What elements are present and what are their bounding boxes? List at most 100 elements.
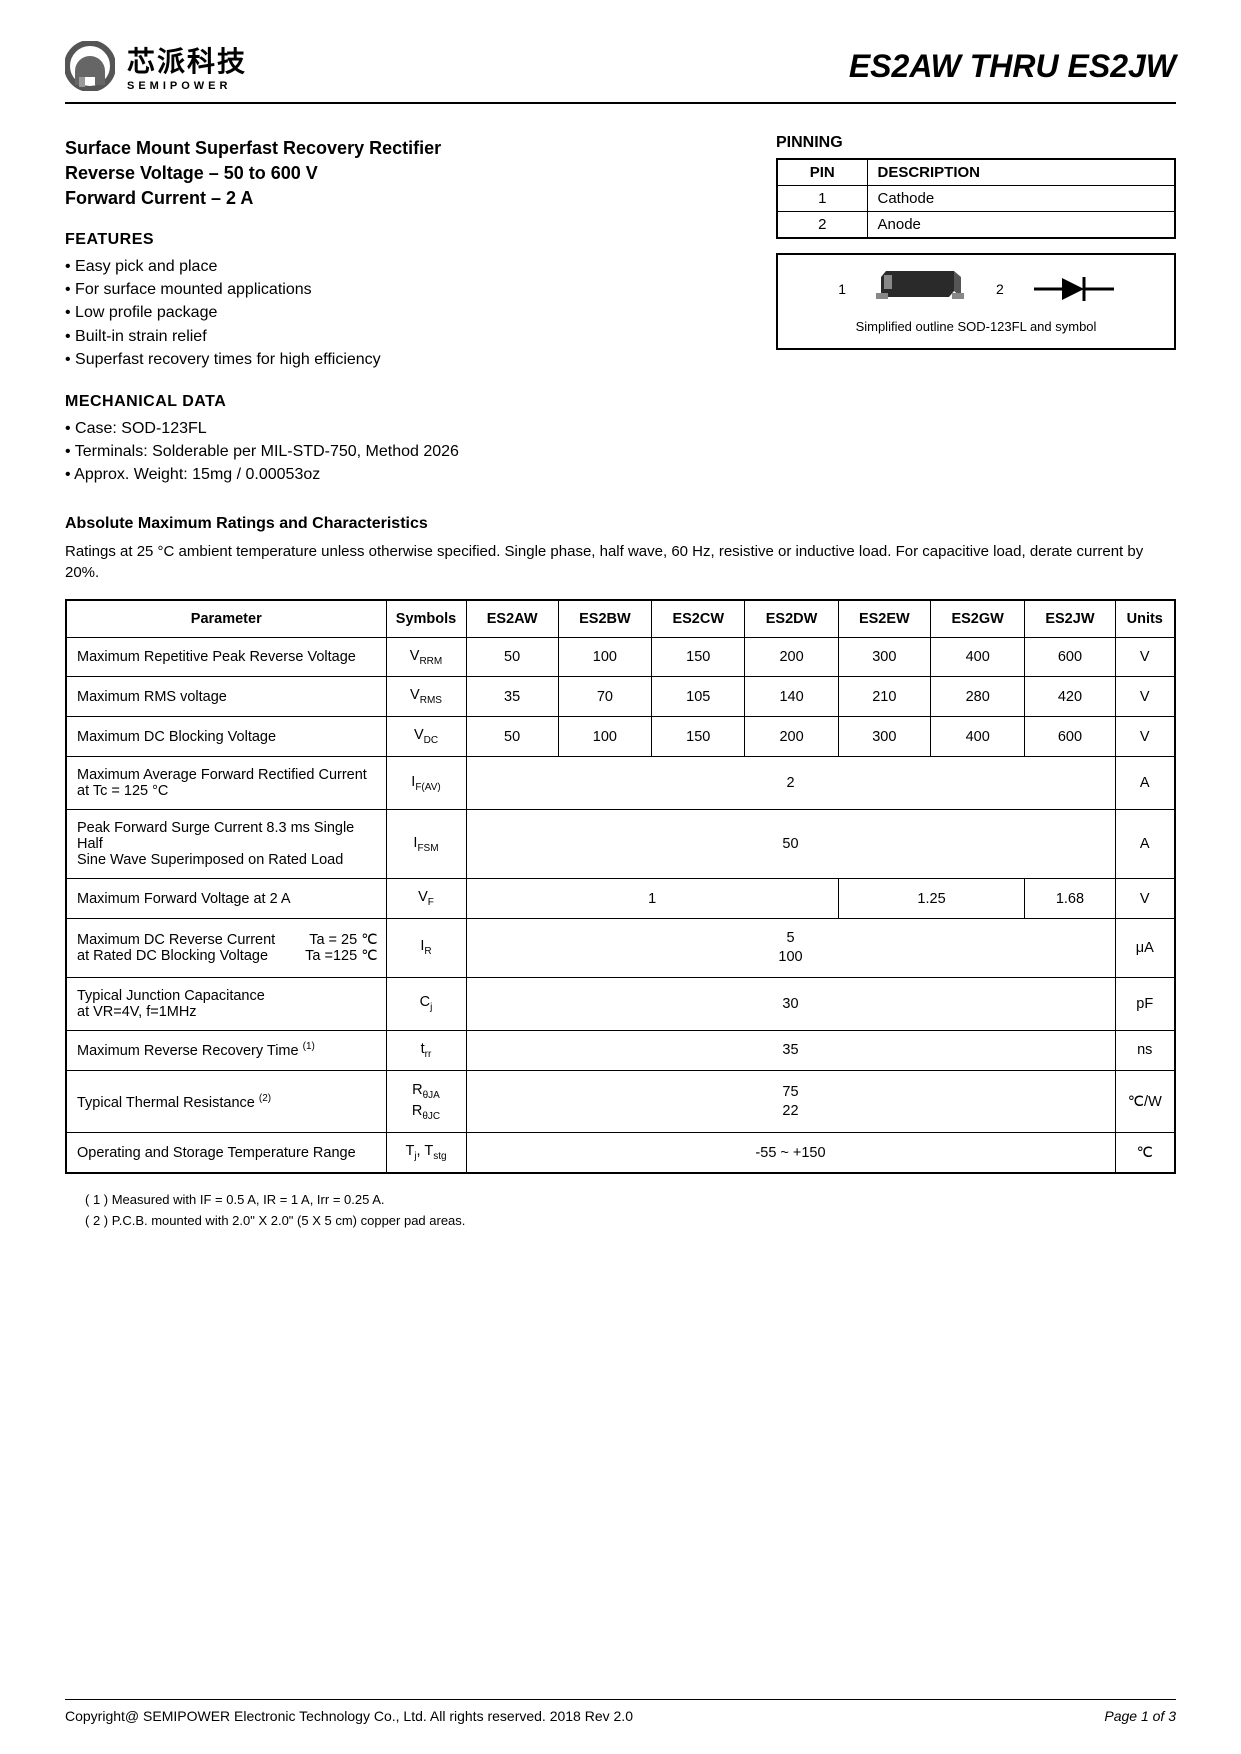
- diode-symbol-icon: [1034, 274, 1114, 304]
- feature-item: Superfast recovery times for high effici…: [65, 348, 736, 371]
- param-cell: Maximum Reverse Recovery Time (1): [66, 1030, 386, 1070]
- right-column: PINNING PIN DESCRIPTION 1 Cathode 2 Anod…: [776, 134, 1176, 487]
- package-diagram-box: 1 2 Simplified outline SOD-123FL and sym…: [776, 253, 1176, 350]
- feature-item: For surface mounted applications: [65, 278, 736, 301]
- unit-cell: V: [1115, 879, 1175, 919]
- pinning-table: PIN DESCRIPTION 1 Cathode 2 Anode: [776, 158, 1176, 239]
- col-symbols: Symbols: [386, 600, 466, 638]
- features-list: Easy pick and place For surface mounted …: [65, 255, 736, 371]
- left-column: Surface Mount Superfast Recovery Rectifi…: [65, 134, 736, 487]
- unit-cell: pF: [1115, 977, 1175, 1030]
- symbol-cell: trr: [386, 1030, 466, 1070]
- feature-item: Low profile package: [65, 301, 736, 324]
- spec-table: Parameter Symbols ES2AW ES2BW ES2CW ES2D…: [65, 599, 1176, 1175]
- table-row: Peak Forward Surge Current 8.3 ms Single…: [66, 810, 1175, 879]
- unit-cell: ℃: [1115, 1133, 1175, 1173]
- page-header: 芯派科技 SEMIPOWER ES2AW THRU ES2JW: [65, 40, 1176, 104]
- logo-text-cn: 芯派科技: [127, 40, 247, 80]
- val-cell: 1.68: [1025, 879, 1115, 919]
- symbol-cell: IFSM: [386, 810, 466, 879]
- val-cell: 1: [466, 879, 838, 919]
- top-content: Surface Mount Superfast Recovery Rectifi…: [65, 134, 1176, 487]
- val-cell: 400: [930, 637, 1024, 677]
- val-cell: 50: [466, 637, 558, 677]
- col-variant: ES2EW: [838, 600, 930, 638]
- table-row: Operating and Storage Temperature Range …: [66, 1133, 1175, 1173]
- table-row: Maximum Average Forward Rectified Curren…: [66, 757, 1175, 810]
- param-cell: Maximum Average Forward Rectified Curren…: [66, 757, 386, 810]
- val-cell: 600: [1025, 717, 1115, 757]
- unit-cell: V: [1115, 637, 1175, 677]
- unit-cell: A: [1115, 757, 1175, 810]
- footnotes: ( 1 ) Measured with IF = 0.5 A, IR = 1 A…: [65, 1190, 1176, 1232]
- val-cell: 100: [558, 717, 651, 757]
- part-number-title: ES2AW THRU ES2JW: [849, 48, 1176, 85]
- col-units: Units: [1115, 600, 1175, 638]
- desc-header: DESCRIPTION: [867, 159, 1175, 186]
- symbol-cell: Tj, Tstg: [386, 1133, 466, 1173]
- package-icon: [876, 269, 966, 309]
- symbol-cell: VRRM: [386, 637, 466, 677]
- mechanical-item: Terminals: Solderable per MIL-STD-750, M…: [65, 440, 736, 463]
- param-text: at Tc = 125 °C: [77, 783, 378, 799]
- table-row: Maximum Forward Voltage at 2 A VF 1 1.25…: [66, 879, 1175, 919]
- symbol-cell: VRMS: [386, 677, 466, 717]
- unit-cell: A: [1115, 810, 1175, 879]
- col-variant: ES2BW: [558, 600, 651, 638]
- val-cell: 100: [558, 637, 651, 677]
- col-variant: ES2GW: [930, 600, 1024, 638]
- unit-cell: V: [1115, 677, 1175, 717]
- val-cell: 50: [466, 717, 558, 757]
- unit-cell: V: [1115, 717, 1175, 757]
- val-text: 75: [475, 1083, 1107, 1102]
- param-text: Ta = 25 ℃: [309, 932, 377, 948]
- val-cell: 210: [838, 677, 930, 717]
- param-text: Ta =125 ℃: [305, 948, 377, 964]
- mechanical-item: Case: SOD-123FL: [65, 417, 736, 440]
- col-variant: ES2AW: [466, 600, 558, 638]
- unit-cell: ℃/W: [1115, 1070, 1175, 1133]
- val-cell: 35: [466, 677, 558, 717]
- val-cell: 400: [930, 717, 1024, 757]
- table-row: Maximum DC Reverse Current Ta = 25 ℃ at …: [66, 919, 1175, 978]
- package-diagram: 1 2: [792, 269, 1160, 309]
- reverse-voltage: Reverse Voltage – 50 to 600 V: [65, 163, 736, 184]
- page-number: Page 1 of 3: [1104, 1708, 1176, 1724]
- pin1-label: 1: [838, 281, 846, 297]
- footnote-2: ( 2 ) P.C.B. mounted with 2.0" X 2.0" (5…: [85, 1211, 1176, 1232]
- val-cell: 150: [652, 637, 745, 677]
- val-cell: 200: [745, 637, 838, 677]
- param-cell: Typical Thermal Resistance (2): [66, 1070, 386, 1133]
- features-heading: FEATURES: [65, 231, 736, 249]
- val-cell: 1.25: [838, 879, 1025, 919]
- val-cell: 30: [466, 977, 1115, 1030]
- val-cell: 300: [838, 637, 930, 677]
- symbol-cell: VDC: [386, 717, 466, 757]
- val-cell: -55 ~ +150: [466, 1133, 1115, 1173]
- symbol-cell: RθJARθJC: [386, 1070, 466, 1133]
- param-text: Peak Forward Surge Current 8.3 ms Single…: [77, 820, 378, 852]
- ratings-heading: Absolute Maximum Ratings and Characteris…: [65, 515, 1176, 533]
- param-text: Maximum Reverse Recovery Time: [77, 1043, 299, 1059]
- param-cell: Maximum DC Reverse Current Ta = 25 ℃ at …: [66, 919, 386, 978]
- table-row: Typical Junction Capacitance at VR=4V, f…: [66, 977, 1175, 1030]
- val-cell: 600: [1025, 637, 1115, 677]
- val-cell: 140: [745, 677, 838, 717]
- val-cell: 70: [558, 677, 651, 717]
- param-cell: Maximum RMS voltage: [66, 677, 386, 717]
- unit-cell: ns: [1115, 1030, 1175, 1070]
- mechanical-heading: MECHANICAL DATA: [65, 393, 736, 411]
- footnote-1: ( 1 ) Measured with IF = 0.5 A, IR = 1 A…: [85, 1190, 1176, 1211]
- logo-text-en: SEMIPOWER: [127, 80, 247, 92]
- val-cell: 105: [652, 677, 745, 717]
- pinning-heading: PINNING: [776, 134, 1176, 152]
- package-caption: Simplified outline SOD-123FL and symbol: [792, 319, 1160, 334]
- logo-text-block: 芯派科技 SEMIPOWER: [127, 40, 247, 92]
- mechanical-item: Approx. Weight: 15mg / 0.00053oz: [65, 463, 736, 486]
- feature-item: Easy pick and place: [65, 255, 736, 278]
- val-cell: 50: [466, 810, 1115, 879]
- val-cell: 2: [466, 757, 1115, 810]
- param-text: Maximum Average Forward Rectified Curren…: [77, 767, 378, 783]
- val-cell: 300: [838, 717, 930, 757]
- param-cell: Maximum Forward Voltage at 2 A: [66, 879, 386, 919]
